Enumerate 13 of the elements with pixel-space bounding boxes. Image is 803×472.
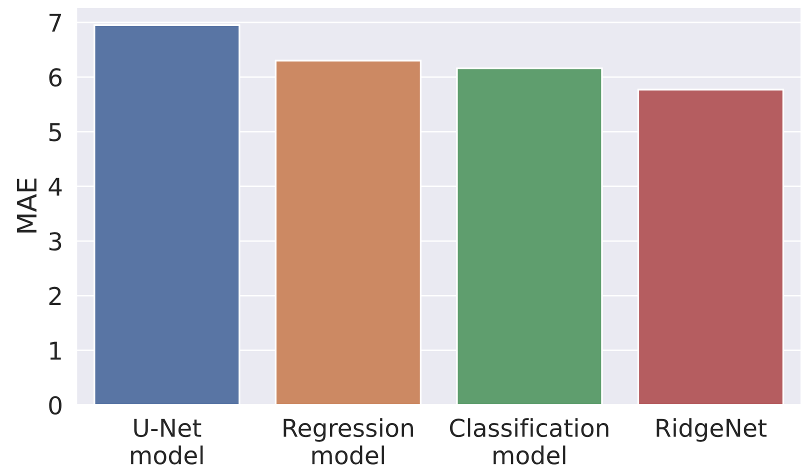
y-axis-title: MAE [16, 178, 36, 232]
y-tick-label: 3 [49, 232, 62, 251]
y-tick-label: 0 [49, 396, 62, 415]
y-tick-label: 2 [49, 286, 61, 305]
y-tick-label: 1 [50, 342, 61, 360]
y-tick-label: 4 [48, 178, 62, 196]
x-tick-label: RidgeNet [656, 418, 767, 442]
x-tick-label: Regression model [284, 418, 413, 464]
y-tick-label: 5 [49, 123, 61, 142]
y-tick-label: 6 [49, 68, 62, 87]
x-tick-label: U-Net model [131, 418, 203, 464]
x-tick-label: Classification model [450, 418, 608, 464]
y-tick-label: 7 [50, 14, 61, 32]
